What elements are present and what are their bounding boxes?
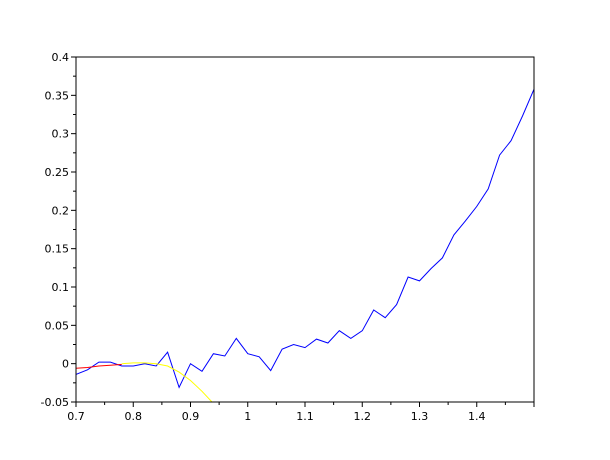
series-line-1 xyxy=(76,363,122,369)
y-tick-label: 0.35 xyxy=(45,89,70,102)
y-tick-label: 0 xyxy=(62,358,69,371)
x-tick-label: 0.7 xyxy=(67,410,85,423)
series-line-2 xyxy=(121,362,213,402)
y-tick-label: 0.25 xyxy=(45,166,70,179)
x-tick-label: 0.8 xyxy=(125,410,143,423)
y-tick-label: 0.3 xyxy=(52,128,70,141)
x-tick-label: 1 xyxy=(244,410,251,423)
plot-area xyxy=(76,57,534,402)
y-tick-label: 0.1 xyxy=(52,281,70,294)
y-tick-label: 0.05 xyxy=(45,319,70,332)
x-tick-label: 1.3 xyxy=(411,410,429,423)
x-tick-label: 1.4 xyxy=(468,410,486,423)
y-tick-label: 0.2 xyxy=(52,204,70,217)
y-tick-label: 0.4 xyxy=(52,51,70,64)
y-tick-label: -0.05 xyxy=(41,396,69,409)
x-tick-label: 1.1 xyxy=(296,410,314,423)
x-tick-label: 1.2 xyxy=(354,410,372,423)
y-tick-label: 0.15 xyxy=(45,243,70,256)
series-line-0 xyxy=(76,89,534,389)
x-tick-label: 0.9 xyxy=(182,410,200,423)
